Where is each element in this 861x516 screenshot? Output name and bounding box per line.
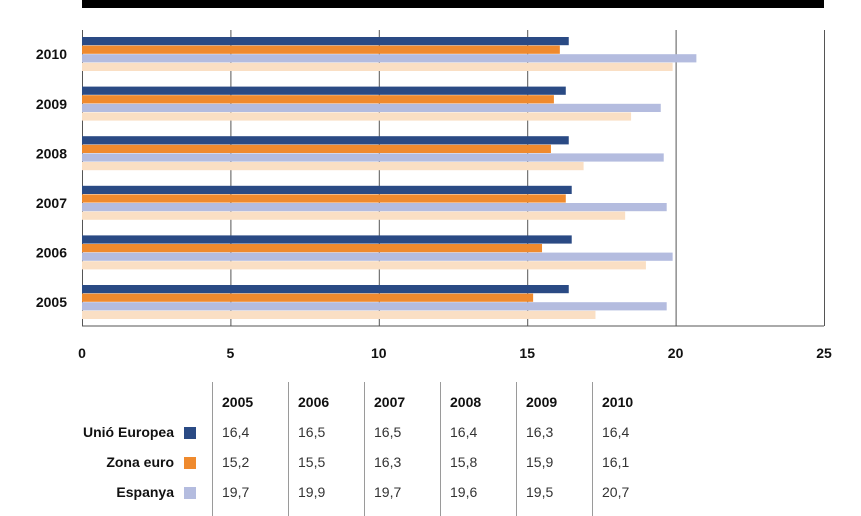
legend-swatch (184, 487, 196, 499)
table-cell: 15,5 (298, 454, 326, 470)
table-cell: 19,9 (298, 484, 326, 500)
x-tick-label: 20 (668, 345, 684, 361)
x-tick-label: 15 (519, 345, 535, 361)
table-cell: 16,1 (602, 454, 630, 470)
table-cell: 15,9 (526, 454, 554, 470)
table-cell: 16,5 (298, 424, 326, 440)
bar (82, 37, 569, 46)
bar (82, 103, 661, 112)
bar (82, 136, 569, 145)
row-label: Zona euro (106, 454, 174, 470)
bar (82, 244, 543, 253)
table-cell: 16,3 (526, 424, 554, 440)
top-bar (82, 0, 824, 8)
bar (82, 86, 566, 95)
x-tick-label: 10 (371, 345, 387, 361)
column-header: 2010 (602, 394, 634, 410)
y-category-label: 2005 (36, 294, 67, 310)
table-cell: 16,4 (450, 424, 478, 440)
bar (82, 45, 560, 54)
bar (82, 62, 673, 71)
bar-chart: 0 5 10 15 20 25 2010 2009 2008 2007 2006 2005 (36, 30, 832, 361)
bar (82, 211, 626, 220)
column-divider (288, 382, 289, 516)
y-category-label: 2009 (36, 96, 67, 112)
table-cell: 19,7 (374, 484, 402, 500)
y-category-label: 2008 (36, 145, 67, 161)
table-cell: 15,8 (450, 454, 478, 470)
y-category-label: 2010 (36, 46, 67, 62)
bar (82, 185, 572, 194)
column-divider (592, 382, 593, 516)
bar (82, 162, 584, 171)
x-tick-label: 5 (227, 345, 235, 361)
column-header: 2006 (298, 394, 330, 410)
bar (82, 261, 646, 270)
table-cell: 19,5 (526, 484, 554, 500)
column-header: 2008 (450, 394, 482, 410)
column-header: 2007 (374, 394, 406, 410)
column-divider (364, 382, 365, 516)
bar (82, 310, 596, 319)
table-cell: 16,5 (374, 424, 402, 440)
y-category-label: 2006 (36, 245, 67, 261)
bar (82, 95, 554, 104)
table-cell: 19,7 (222, 484, 250, 500)
bar (82, 235, 572, 244)
legend-swatch (184, 457, 196, 469)
x-tick-label: 25 (816, 345, 832, 361)
column-divider (516, 382, 517, 516)
bar (82, 194, 566, 203)
row-label: Espanya (116, 484, 174, 500)
column-header: 2009 (526, 394, 558, 410)
bar (82, 285, 569, 294)
column-divider (212, 382, 213, 516)
table-cell: 20,7 (602, 484, 630, 500)
bar (82, 252, 673, 261)
table-cell: 16,4 (222, 424, 250, 440)
table-cell: 19,6 (450, 484, 478, 500)
bar (82, 293, 534, 302)
column-header: 2005 (222, 394, 254, 410)
x-tick-label: 0 (78, 345, 86, 361)
bar (82, 144, 551, 153)
bar (82, 302, 667, 311)
bar (82, 203, 667, 212)
table-cell: 16,3 (374, 454, 402, 470)
table-cell: 15,2 (222, 454, 250, 470)
legend-swatch (184, 427, 196, 439)
y-category-label: 2007 (36, 195, 67, 211)
row-label: Unió Europea (82, 424, 174, 440)
table-cell: 16,4 (602, 424, 630, 440)
bar (82, 153, 664, 162)
bar (82, 112, 632, 121)
column-divider (440, 382, 441, 516)
bar (82, 54, 697, 63)
